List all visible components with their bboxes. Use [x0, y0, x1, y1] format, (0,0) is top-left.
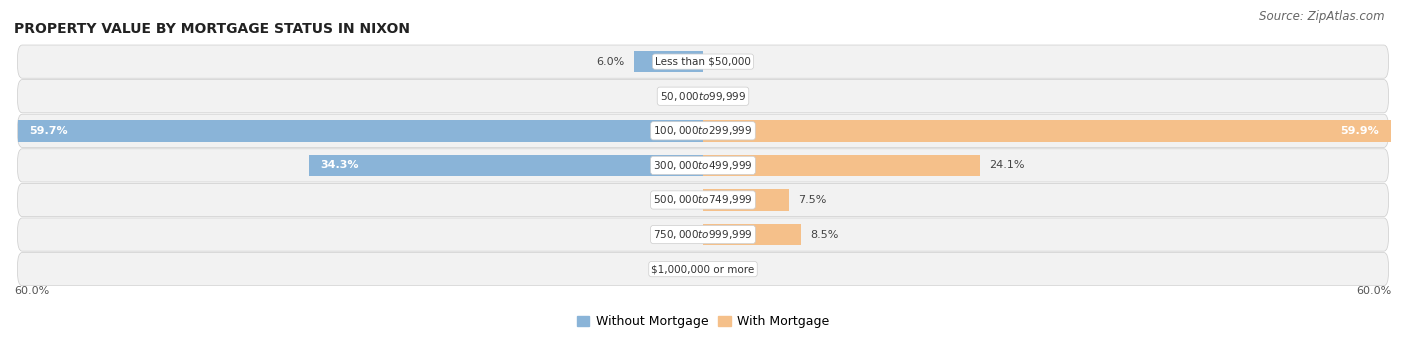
Text: 59.7%: 59.7%: [30, 126, 67, 136]
Text: 34.3%: 34.3%: [321, 160, 359, 170]
Text: 0.0%: 0.0%: [714, 264, 742, 274]
Bar: [17, 120, 703, 142]
Text: $100,000 to $299,999: $100,000 to $299,999: [654, 124, 752, 137]
Text: $1,000,000 or more: $1,000,000 or more: [651, 264, 755, 274]
Text: 0.0%: 0.0%: [664, 229, 692, 240]
Text: $50,000 to $99,999: $50,000 to $99,999: [659, 90, 747, 103]
Text: PROPERTY VALUE BY MORTGAGE STATUS IN NIXON: PROPERTY VALUE BY MORTGAGE STATUS IN NIX…: [14, 22, 411, 36]
Bar: [309, 155, 703, 176]
Text: 0.0%: 0.0%: [664, 195, 692, 205]
Bar: [634, 51, 703, 72]
Legend: Without Mortgage, With Mortgage: Without Mortgage, With Mortgage: [572, 310, 834, 333]
FancyBboxPatch shape: [17, 183, 1389, 217]
Text: 6.0%: 6.0%: [596, 57, 624, 66]
FancyBboxPatch shape: [17, 253, 1389, 286]
Bar: [703, 155, 980, 176]
Bar: [703, 224, 800, 245]
Text: 8.5%: 8.5%: [810, 229, 838, 240]
FancyBboxPatch shape: [17, 45, 1389, 78]
Text: 0.0%: 0.0%: [664, 264, 692, 274]
Bar: [703, 189, 789, 211]
Text: $500,000 to $749,999: $500,000 to $749,999: [654, 193, 752, 206]
Text: 0.0%: 0.0%: [714, 57, 742, 66]
Text: 59.9%: 59.9%: [1340, 126, 1379, 136]
FancyBboxPatch shape: [17, 79, 1389, 113]
Text: Source: ZipAtlas.com: Source: ZipAtlas.com: [1260, 10, 1385, 23]
Text: 0.0%: 0.0%: [664, 91, 692, 101]
Text: 0.0%: 0.0%: [714, 91, 742, 101]
FancyBboxPatch shape: [17, 114, 1389, 147]
Text: 24.1%: 24.1%: [988, 160, 1025, 170]
Text: $750,000 to $999,999: $750,000 to $999,999: [654, 228, 752, 241]
Text: $300,000 to $499,999: $300,000 to $499,999: [654, 159, 752, 172]
Text: 60.0%: 60.0%: [1357, 286, 1392, 296]
Text: 7.5%: 7.5%: [799, 195, 827, 205]
FancyBboxPatch shape: [17, 149, 1389, 182]
Bar: [703, 120, 1391, 142]
Text: 60.0%: 60.0%: [14, 286, 49, 296]
Text: Less than $50,000: Less than $50,000: [655, 57, 751, 66]
FancyBboxPatch shape: [17, 218, 1389, 251]
